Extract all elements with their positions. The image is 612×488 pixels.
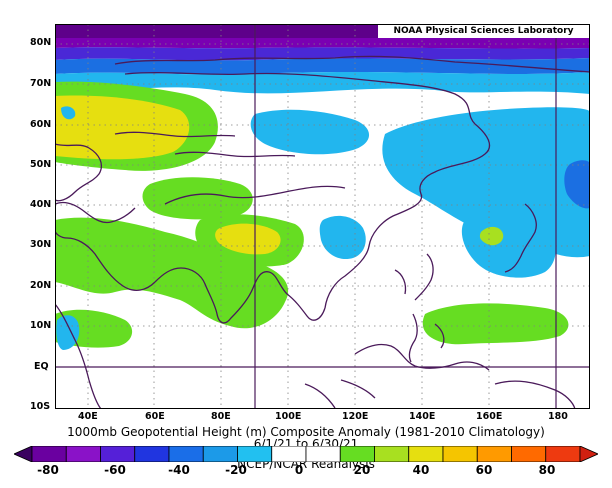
colorbar-segment [168, 446, 204, 462]
colorbar-label: -80 [37, 463, 59, 477]
colorbar-segment [100, 446, 136, 462]
map-border [55, 24, 590, 409]
credit-label: NOAA Physical Sciences Laboratory [378, 25, 589, 38]
colorbar-arrow-left [14, 446, 33, 462]
colorbar-segment [305, 446, 341, 462]
coastlines [55, 55, 590, 409]
lon-label: 60E [145, 411, 165, 422]
arabian-sea-negative-spot [56, 315, 80, 350]
colorbar-label: -60 [104, 463, 126, 477]
colorbar-segment [511, 446, 547, 462]
colorbar-label: 0 [294, 463, 304, 477]
lon-label: 80E [211, 411, 231, 422]
arctic-anomaly-band-2 [55, 38, 590, 49]
colorbar-label: 60 [475, 463, 493, 477]
colorbar-segment [65, 446, 101, 462]
colorbar-label: 40 [412, 463, 430, 477]
colorbar-segment [271, 446, 307, 462]
colorbar-label: 20 [353, 463, 371, 477]
lon-label: 160E [476, 411, 503, 422]
colorbar-segment [408, 446, 444, 462]
tropical-pacific-positive-anomaly [422, 303, 569, 345]
south-asia-positive-anomaly [55, 217, 289, 329]
tibet-positive-core [215, 223, 281, 255]
mongolia-negative-anomaly [250, 109, 370, 155]
lon-label: 180 [548, 411, 568, 422]
lat-label: 40N [30, 199, 52, 210]
colorbar-segment [31, 446, 67, 462]
lat-label: 10N [30, 320, 52, 331]
ural-negative-spot [61, 106, 76, 120]
colorbar [14, 446, 598, 462]
lon-label: 140E [409, 411, 436, 422]
china-negative-anomaly [319, 215, 366, 260]
lon-label: 120E [342, 411, 369, 422]
arctic-anomaly-band-3 [55, 47, 590, 61]
central-asia-positive-anomaly [142, 177, 253, 220]
lat-label: 80N [30, 37, 52, 48]
kamchatka-blue-spot [564, 160, 590, 209]
lon-label: 40E [78, 411, 98, 422]
colorbar-segment [134, 446, 170, 462]
colorbar-segment [237, 446, 273, 462]
colorbar-segment [545, 446, 581, 462]
map-title: 1000mb Geopotential Height (m) Composite… [67, 425, 545, 439]
lat-label: 10S [30, 401, 51, 412]
lat-label: 30N [30, 239, 52, 250]
colorbar-segment [374, 446, 410, 462]
colorbar-label: 80 [538, 463, 556, 477]
nw-pacific-positive-spot [479, 226, 504, 246]
colorbar-label: -40 [168, 463, 190, 477]
lat-label: 50N [30, 159, 52, 170]
arctic-anomaly-band-5 [55, 72, 590, 94]
ural-positive-core [55, 95, 190, 160]
anomaly-map [55, 24, 590, 409]
lat-label: 60N [30, 119, 52, 130]
lat-label: 70N [30, 78, 52, 89]
lat-label: 20N [30, 280, 52, 291]
colorbar-arrow-right [579, 446, 598, 462]
lat-label: EQ [34, 361, 49, 372]
okhotsk-negative-anomaly [382, 107, 590, 258]
colorbar-segment [442, 446, 478, 462]
lon-label: 100E [275, 411, 302, 422]
colorbar-segment [202, 446, 238, 462]
colorbar-label: -20 [225, 463, 247, 477]
colorbar-segment [339, 446, 375, 462]
colorbar-segment [476, 446, 512, 462]
